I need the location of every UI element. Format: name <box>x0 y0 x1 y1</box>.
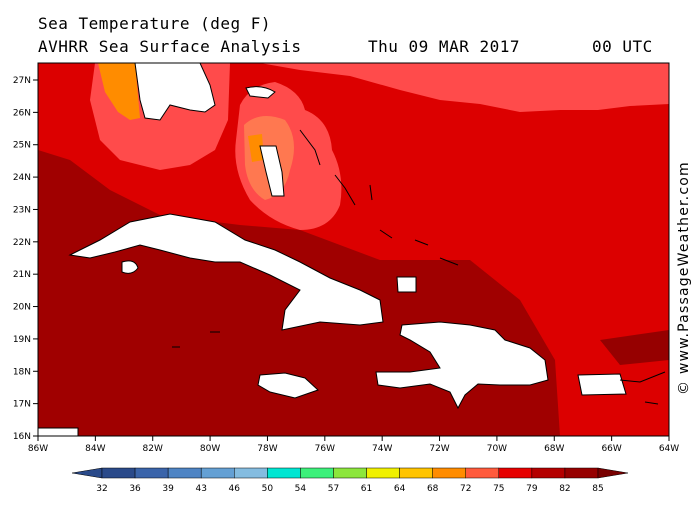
legend-swatch <box>564 467 599 479</box>
legend-swatch <box>300 467 334 479</box>
map-subtitle: AVHRR Sea Surface Analysis <box>38 37 302 56</box>
x-tick-label: 78W <box>257 444 277 454</box>
legend-label: 68 <box>427 484 439 494</box>
island-acklins <box>414 239 429 246</box>
legend-swatch <box>432 467 466 479</box>
legend-swatch <box>200 467 235 479</box>
andros-island <box>259 145 285 197</box>
legend-label: 75 <box>493 484 504 494</box>
y-axis: 27N 26N 25N 24N 23N 22N 21N 20N 19N 18N 17N 16N <box>13 76 38 442</box>
legend-swatch <box>333 467 367 479</box>
x-tick-label: 68W <box>544 444 564 454</box>
legend-arrow-low <box>71 467 103 479</box>
y-tick-label: 25N <box>13 141 31 151</box>
central-america-coast <box>37 427 79 437</box>
y-tick-label: 17N <box>13 400 31 410</box>
legend-swatch <box>465 467 500 479</box>
y-tick-label: 22N <box>13 238 31 248</box>
hispaniola <box>375 321 549 410</box>
legend-arrow-high <box>597 467 629 479</box>
y-tick-label: 16N <box>13 432 31 442</box>
island-st-croix <box>644 401 659 405</box>
jamaica <box>257 372 319 399</box>
y-tick-label: 21N <box>13 270 31 280</box>
legend-label: 61 <box>361 484 372 494</box>
legend-label: 50 <box>262 484 274 494</box>
cuba <box>68 213 384 331</box>
puerto-rico <box>577 373 627 396</box>
isla-de-la-juventud <box>121 260 139 274</box>
island-eleuthera <box>299 129 321 166</box>
valid-time: 00 UTC <box>592 37 653 56</box>
legend-label: 57 <box>328 484 339 494</box>
x-tick-label: 84W <box>85 444 105 454</box>
legend-swatch <box>498 467 533 479</box>
map-frame <box>37 62 670 437</box>
island-turks-caicos <box>439 257 459 266</box>
map-title: Sea Temperature (deg F) <box>38 14 272 33</box>
legend-label: 79 <box>526 484 538 494</box>
x-tick-label: 66W <box>601 444 621 454</box>
x-tick-label: 76W <box>315 444 335 454</box>
legend-label: 36 <box>129 484 141 494</box>
legend-label: 54 <box>295 484 307 494</box>
grand-bahama <box>245 86 276 99</box>
y-tick-label: 26N <box>13 108 31 118</box>
legend-label: 43 <box>195 484 206 494</box>
legend-swatch <box>267 467 301 479</box>
legend-label: 85 <box>592 484 603 494</box>
sst-85-region <box>600 330 669 365</box>
legend-label: 64 <box>394 484 406 494</box>
x-tick-label: 74W <box>372 444 392 454</box>
legend-swatch <box>101 467 136 479</box>
x-axis: 86W 84W 82W 80W 78W 76W 74W 72W 70W 68W 66W 64W <box>28 436 679 454</box>
y-tick-label: 23N <box>13 205 31 215</box>
legend-label: 32 <box>96 484 107 494</box>
x-tick-label: 82W <box>143 444 163 454</box>
y-tick-label: 24N <box>13 173 31 183</box>
legend-label: 82 <box>559 484 570 494</box>
legend-swatch <box>167 467 202 479</box>
sst-68-region <box>98 63 140 120</box>
x-tick-label: 64W <box>659 444 679 454</box>
credit-text: © www.PassageWeather.com <box>676 161 692 395</box>
x-tick-label: 80W <box>200 444 220 454</box>
legend-swatch <box>366 467 400 479</box>
temperature-legend: 32 36 39 43 46 50 54 57 61 64 68 72 75 79 82 85 <box>71 467 629 494</box>
y-tick-label: 19N <box>13 335 31 345</box>
legend-label: 46 <box>229 484 241 494</box>
island-crooked <box>379 229 393 239</box>
island-cat <box>369 184 373 201</box>
legend-swatch <box>234 467 268 479</box>
y-tick-label: 27N <box>13 76 31 86</box>
land-masses <box>37 62 627 437</box>
valid-date: Thu 09 MAR 2017 <box>368 37 520 56</box>
x-tick-label: 72W <box>429 444 449 454</box>
island-exuma <box>334 174 356 206</box>
sst-68-patch <box>248 134 264 162</box>
legend-label: 39 <box>162 484 174 494</box>
legend-swatch <box>399 467 433 479</box>
island-virgin-islands <box>619 371 666 383</box>
legend-label: 72 <box>460 484 471 494</box>
legend-swatch <box>531 467 566 479</box>
x-tick-label: 86W <box>28 444 48 454</box>
great-inagua <box>396 276 417 293</box>
small-islands <box>172 129 666 405</box>
y-tick-label: 20N <box>13 303 31 313</box>
sst-field <box>38 63 669 436</box>
x-tick-label: 70W <box>487 444 507 454</box>
y-tick-label: 18N <box>13 367 31 377</box>
legend-swatch <box>134 467 169 479</box>
florida <box>134 62 216 121</box>
